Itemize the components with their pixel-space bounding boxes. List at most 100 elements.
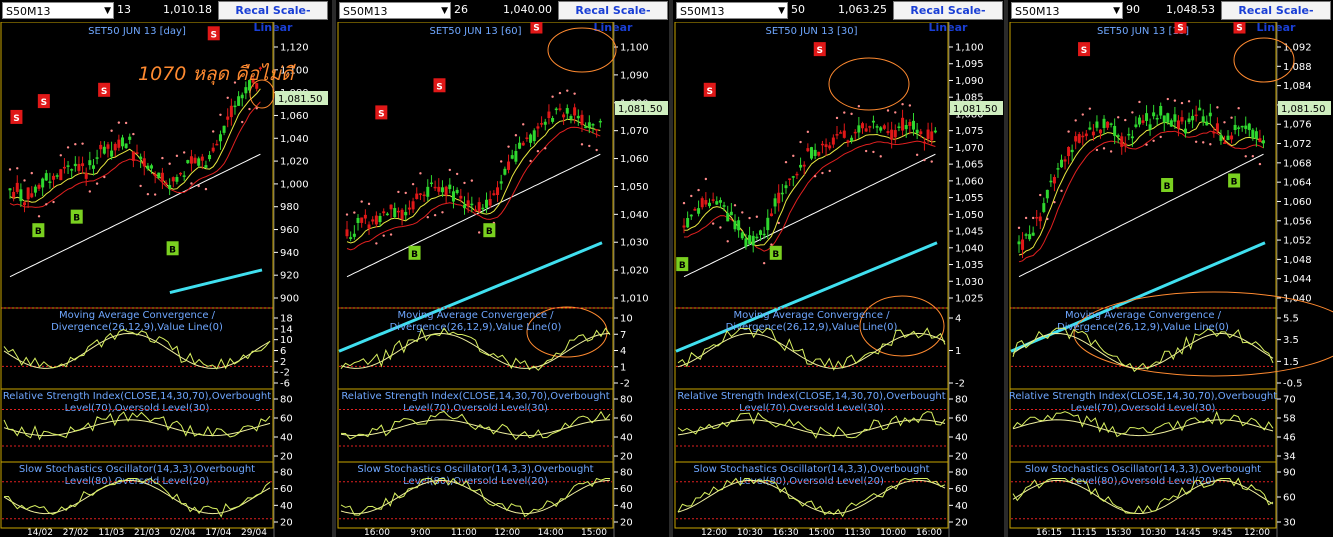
- sar-dot: [821, 171, 824, 175]
- candle-body: [407, 207, 411, 210]
- candle-body: [744, 238, 748, 247]
- sell-marker[interactable]: [10, 109, 23, 124]
- candle-body: [131, 151, 135, 161]
- recal-scale-button[interactable]: Recal Scale-Linear: [558, 1, 668, 34]
- sar-dot: [690, 194, 693, 198]
- sell-marker[interactable]: [813, 42, 826, 57]
- symbol-select[interactable]: S50M13 ▼: [676, 2, 788, 19]
- sar-dot: [930, 160, 933, 163]
- stoch-pane[interactable]: [0, 461, 274, 529]
- sell-marker[interactable]: [703, 82, 716, 97]
- stoch-pane[interactable]: [674, 461, 949, 529]
- candle-body: [356, 217, 360, 223]
- candle-body: [160, 172, 164, 181]
- chart-canvas[interactable]: SET50 JUN 13 [60]1,1001,0901,0801,0701,0…: [337, 22, 670, 537]
- buy-marker[interactable]: [1228, 173, 1241, 188]
- chart-canvas[interactable]: SET50 JUN 13 [30]1,1001,0951,0901,0851,0…: [674, 22, 1005, 537]
- sar-dot: [1194, 140, 1198, 143]
- sar-dot: [182, 151, 186, 154]
- sell-marker[interactable]: [433, 78, 446, 93]
- symbol-select[interactable]: S50M13 ▼: [1011, 2, 1123, 19]
- sell-marker[interactable]: [1174, 22, 1187, 34]
- main-pane[interactable]: [674, 22, 949, 309]
- candle-body: [66, 165, 70, 167]
- recal-scale-button[interactable]: Recal Scale-Linear: [1221, 1, 1331, 34]
- short-ma-line: [9, 88, 261, 203]
- symbol-select[interactable]: S50M13 ▼: [2, 2, 114, 19]
- candle-body: [1060, 159, 1064, 168]
- candle-body: [831, 137, 835, 145]
- sell-marker[interactable]: [207, 26, 220, 41]
- candle-body: [455, 189, 459, 194]
- chevron-down-icon[interactable]: ▼: [104, 6, 111, 16]
- panel-divider[interactable]: [1004, 0, 1008, 537]
- buy-marker[interactable]: [769, 245, 782, 260]
- buy-marker-label: B: [35, 227, 42, 237]
- sell-marker[interactable]: [1233, 22, 1246, 34]
- candle-body: [385, 213, 389, 216]
- candle-body: [1074, 136, 1078, 142]
- chevron-down-icon[interactable]: ▼: [1113, 6, 1120, 16]
- candle-body: [1205, 121, 1209, 126]
- y-tick-label: 1,044: [1283, 274, 1312, 285]
- buy-marker[interactable]: [1161, 178, 1174, 192]
- x-tick-label: 11:30: [844, 528, 870, 537]
- sar-dot: [770, 243, 773, 246]
- candle-body: [861, 123, 864, 129]
- chart-canvas[interactable]: SET50 JUN 13 [day]1,1201,1001,0801,0601,…: [0, 22, 330, 537]
- panel-divider[interactable]: [332, 0, 336, 537]
- y-tick-label: 1,092: [1283, 43, 1312, 54]
- y-tick-label: 1,060: [955, 176, 984, 187]
- candle-body: [777, 192, 781, 204]
- candle-body: [91, 165, 95, 169]
- chevron-down-icon[interactable]: ▼: [778, 6, 785, 16]
- buy-marker[interactable]: [166, 241, 179, 256]
- stoch-pane[interactable]: [1009, 461, 1277, 529]
- buy-marker[interactable]: [70, 209, 83, 224]
- sell-marker[interactable]: [375, 105, 388, 120]
- candle-body: [1141, 120, 1145, 123]
- candle-body: [415, 193, 419, 200]
- recal-scale-button[interactable]: Recal Scale-Linear: [893, 1, 1003, 34]
- y-tick-label: 960: [280, 225, 299, 236]
- candle-body: [853, 131, 857, 134]
- panel-toolbar: S50M13 ▼ 13 1,010.18 Recal Scale-Linear: [0, 0, 330, 34]
- candle-body: [711, 199, 715, 201]
- candle-body: [1084, 133, 1088, 137]
- rsi-value-line: [1012, 410, 1274, 438]
- sell-marker[interactable]: [37, 94, 50, 109]
- buy-marker[interactable]: [676, 257, 689, 272]
- panel-divider[interactable]: [669, 0, 673, 537]
- buy-marker[interactable]: [408, 245, 421, 260]
- chart-canvas[interactable]: SET50 JUN 13 [15]1,0921,0881,0841,0801,0…: [1009, 22, 1333, 537]
- x-tick-label: 14:00: [538, 528, 564, 537]
- sell-marker[interactable]: [98, 82, 111, 97]
- main-pane[interactable]: [1009, 22, 1277, 309]
- buy-marker[interactable]: [32, 223, 45, 238]
- sar-dot: [146, 192, 150, 196]
- buy-marker[interactable]: [483, 223, 496, 238]
- symbol-select[interactable]: S50M13 ▼: [339, 2, 451, 19]
- candle-body: [518, 142, 522, 149]
- macd-label: Divergence(26,12,9),Value Line(0): [726, 322, 898, 333]
- short-ma-line: [346, 118, 601, 244]
- sar-dot: [799, 140, 802, 144]
- sar-dot: [74, 143, 77, 146]
- recal-scale-button[interactable]: Recal Scale-Linear: [218, 1, 328, 34]
- candle-body: [510, 155, 514, 159]
- sar-dot: [52, 200, 55, 204]
- macd-label: Moving Average Convergence /: [397, 310, 554, 321]
- y-tick-label: 1,040: [955, 243, 984, 254]
- sell-marker[interactable]: [530, 22, 543, 34]
- candle-body: [686, 218, 690, 228]
- sar-dot: [1109, 150, 1113, 153]
- chart-title: SET50 JUN 13 [60]: [429, 26, 521, 37]
- candle-body: [389, 204, 393, 210]
- sell-marker[interactable]: [1078, 42, 1091, 57]
- sar-dot: [1152, 139, 1155, 142]
- macd-tick-label: 4: [955, 314, 961, 325]
- chevron-down-icon[interactable]: ▼: [441, 6, 448, 16]
- main-pane[interactable]: [337, 22, 614, 309]
- stoch-pane[interactable]: [337, 461, 614, 529]
- sar-dot: [175, 154, 179, 158]
